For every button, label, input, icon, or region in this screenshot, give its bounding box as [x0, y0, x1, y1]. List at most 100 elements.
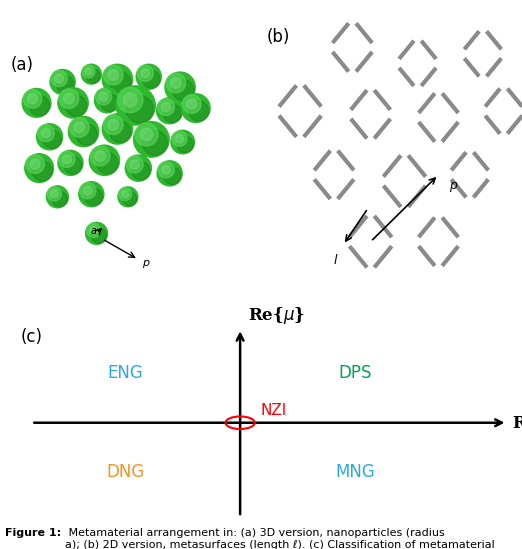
Circle shape — [135, 123, 158, 146]
Text: Figure 1:: Figure 1: — [5, 528, 62, 538]
Circle shape — [122, 191, 128, 198]
Text: DPS: DPS — [338, 365, 372, 382]
Circle shape — [56, 76, 74, 93]
Circle shape — [99, 92, 108, 101]
Circle shape — [103, 65, 123, 85]
Circle shape — [141, 69, 150, 77]
Circle shape — [66, 96, 87, 116]
Circle shape — [108, 70, 118, 81]
Circle shape — [58, 88, 88, 118]
Circle shape — [50, 70, 75, 94]
Text: Re{$\mu$}: Re{$\mu$} — [248, 305, 305, 326]
Circle shape — [85, 188, 103, 205]
Circle shape — [82, 65, 95, 78]
Circle shape — [110, 72, 131, 93]
Circle shape — [26, 155, 44, 173]
Circle shape — [163, 104, 181, 122]
Circle shape — [157, 98, 183, 124]
Circle shape — [22, 88, 51, 117]
Circle shape — [68, 116, 99, 147]
Circle shape — [69, 117, 89, 137]
Text: p: p — [449, 180, 457, 193]
Circle shape — [96, 88, 112, 105]
Circle shape — [188, 101, 209, 121]
Circle shape — [58, 150, 83, 176]
Circle shape — [89, 145, 120, 176]
Text: DNG: DNG — [106, 463, 145, 481]
Circle shape — [143, 131, 168, 155]
Circle shape — [74, 122, 85, 133]
Circle shape — [123, 192, 137, 206]
Circle shape — [76, 124, 97, 145]
Circle shape — [137, 65, 153, 81]
Circle shape — [51, 190, 58, 198]
Circle shape — [118, 187, 138, 207]
Circle shape — [136, 64, 161, 89]
Circle shape — [132, 161, 150, 180]
Circle shape — [165, 72, 195, 102]
Circle shape — [80, 183, 96, 199]
Text: a: a — [91, 226, 97, 236]
Circle shape — [102, 114, 133, 144]
Circle shape — [41, 128, 51, 138]
Circle shape — [171, 77, 181, 88]
Circle shape — [86, 223, 101, 237]
Text: Metamaterial arrangement in: (a) 3D version, nanoparticles (radius
a); (b) 2D ve: Metamaterial arrangement in: (a) 3D vers… — [65, 528, 495, 549]
Circle shape — [143, 70, 160, 88]
Text: (a): (a) — [10, 56, 33, 74]
Circle shape — [182, 95, 201, 114]
Circle shape — [110, 121, 131, 143]
Circle shape — [102, 64, 133, 94]
Circle shape — [130, 160, 139, 169]
Circle shape — [158, 99, 174, 115]
Circle shape — [32, 161, 52, 181]
Circle shape — [171, 130, 195, 154]
Circle shape — [134, 122, 169, 157]
Text: l: l — [334, 254, 337, 267]
Circle shape — [79, 182, 104, 207]
Circle shape — [177, 136, 193, 153]
Circle shape — [117, 87, 143, 113]
Circle shape — [90, 146, 110, 166]
Text: (c): (c) — [21, 328, 43, 346]
Circle shape — [59, 89, 79, 109]
Circle shape — [47, 187, 62, 201]
Circle shape — [87, 69, 100, 83]
Circle shape — [161, 103, 171, 111]
Circle shape — [158, 162, 174, 178]
Circle shape — [84, 186, 92, 195]
Circle shape — [23, 89, 42, 108]
Circle shape — [172, 80, 194, 101]
Circle shape — [140, 128, 152, 141]
Circle shape — [123, 93, 137, 107]
Text: NZI: NZI — [261, 403, 287, 418]
Text: (b): (b) — [266, 29, 290, 46]
Circle shape — [64, 93, 74, 104]
Circle shape — [157, 161, 182, 186]
Circle shape — [97, 153, 118, 174]
Circle shape — [37, 124, 63, 150]
Circle shape — [182, 94, 210, 122]
Circle shape — [166, 73, 186, 93]
Circle shape — [187, 99, 197, 109]
Circle shape — [172, 131, 187, 147]
Circle shape — [175, 135, 184, 143]
Text: MNG: MNG — [335, 463, 375, 481]
Circle shape — [51, 70, 67, 87]
Circle shape — [43, 130, 62, 149]
Circle shape — [103, 115, 123, 135]
Circle shape — [116, 86, 156, 125]
Circle shape — [86, 222, 108, 244]
Circle shape — [90, 227, 97, 234]
Circle shape — [162, 165, 171, 174]
Circle shape — [95, 151, 105, 161]
Circle shape — [91, 228, 106, 243]
Circle shape — [52, 192, 67, 206]
Circle shape — [38, 125, 54, 142]
Circle shape — [64, 156, 82, 174]
Circle shape — [108, 120, 118, 130]
Circle shape — [81, 64, 101, 84]
Text: ENG: ENG — [108, 365, 143, 382]
Circle shape — [29, 96, 50, 116]
Circle shape — [101, 94, 118, 111]
